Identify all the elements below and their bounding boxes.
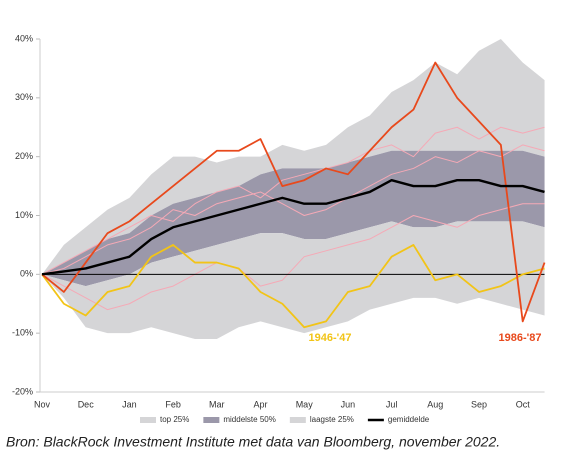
x-tick-label: May — [296, 399, 314, 409]
legend-label: middelste 50% — [223, 415, 275, 424]
other-line — [41, 203, 545, 311]
x-tick-label: Aug — [427, 399, 443, 409]
y-tick-label: -20% — [12, 386, 33, 396]
x-tick-label: Jul — [386, 399, 398, 409]
legend-label: laagste 25% — [310, 415, 354, 424]
y-tick-label: 0% — [20, 269, 33, 279]
y-tick-label: 10% — [15, 210, 33, 220]
band — [42, 150, 545, 287]
x-tick-label: Oct — [516, 399, 531, 409]
annotated-line — [41, 244, 545, 329]
annotated-line — [41, 61, 546, 323]
x-tick-label: Jun — [341, 399, 356, 409]
band — [42, 221, 545, 340]
source: Bron: BlackRock Investment Institute met… — [6, 434, 500, 450]
y-tick-label: 40% — [15, 33, 33, 43]
x-tick-label: Apr — [253, 399, 267, 409]
other-line — [41, 144, 545, 275]
y-tick-label: 20% — [15, 151, 33, 161]
legend-label: top 25% — [160, 415, 189, 424]
legend-label: gemiddelde — [388, 415, 430, 424]
x-tick-label: Sep — [471, 399, 487, 409]
annotation: 1986-'87 — [499, 332, 542, 344]
mean-line — [41, 179, 545, 276]
x-tick-label: Nov — [34, 399, 51, 409]
legend-swatch — [140, 417, 156, 423]
annotation: 1946-'47 — [309, 332, 352, 344]
x-tick-label: Jan — [122, 399, 137, 409]
y-tick-label: -10% — [12, 328, 33, 338]
other-line — [41, 126, 545, 275]
y-tick-label: 30% — [15, 92, 33, 102]
legend-swatch — [289, 417, 306, 423]
legend-swatch — [203, 417, 220, 423]
x-tick-label: Feb — [165, 399, 181, 409]
x-tick-label: Mar — [209, 399, 225, 409]
x-tick-label: Dec — [78, 399, 95, 409]
